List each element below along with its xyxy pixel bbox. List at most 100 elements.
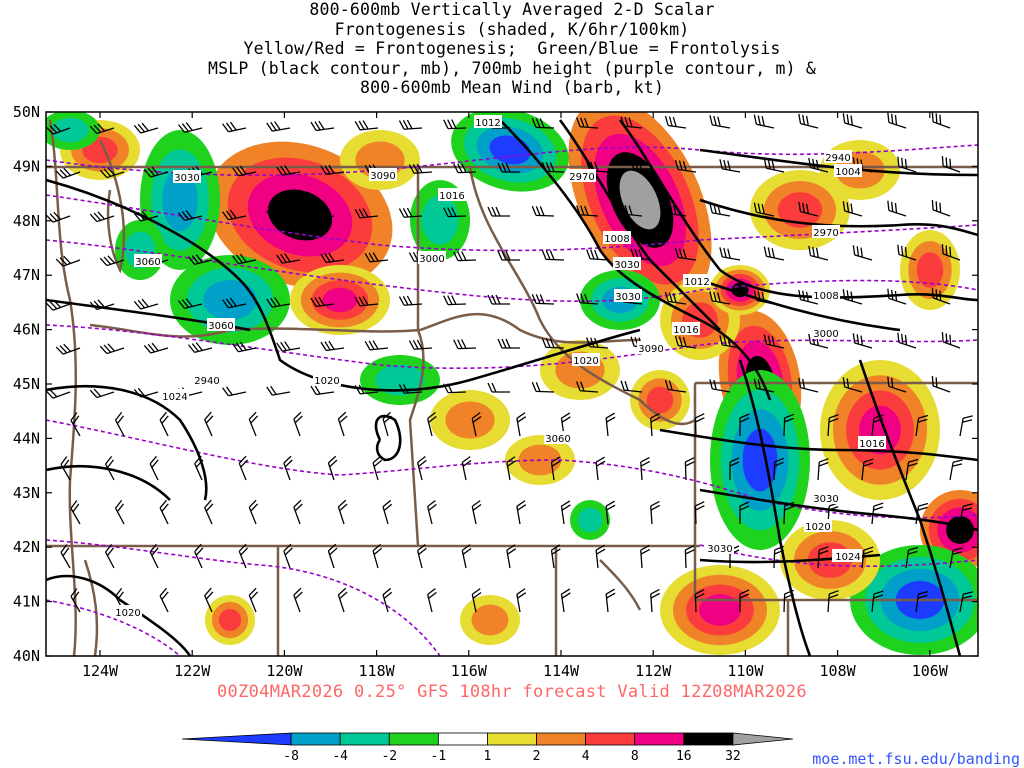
wind-barb xyxy=(945,245,948,256)
wind-barb xyxy=(354,297,361,307)
wind-barb xyxy=(846,290,850,301)
wind-barb xyxy=(310,208,335,220)
wind-barb xyxy=(104,463,115,481)
mslp-label: 1024 xyxy=(835,552,860,563)
wind-barb xyxy=(535,118,541,128)
wind-barb xyxy=(640,548,651,555)
wind-barb xyxy=(55,255,81,267)
wind-barb xyxy=(339,415,348,424)
wind-barb xyxy=(114,411,125,437)
wind-barb xyxy=(576,381,581,391)
wind-barb xyxy=(238,455,247,464)
wind-barb xyxy=(403,127,423,130)
wind-barb xyxy=(584,205,589,216)
wind-barb xyxy=(561,588,571,595)
wind-barb xyxy=(195,459,204,468)
lat-label: 42N xyxy=(13,538,40,556)
mslp-label: 1004 xyxy=(834,164,862,178)
wind-barb xyxy=(222,299,229,309)
wind-barb xyxy=(248,587,257,596)
wind-barb xyxy=(579,390,599,393)
wind-barb xyxy=(887,288,907,305)
wind-barb xyxy=(887,376,907,393)
wind-barb xyxy=(93,212,102,221)
mslp-label: 1020 xyxy=(115,608,140,619)
wind-barb xyxy=(402,207,409,218)
wind-barb xyxy=(320,340,345,352)
wind-barb xyxy=(383,415,393,424)
wind-barb xyxy=(284,165,291,175)
height-label: 3060 xyxy=(135,257,160,268)
wind-barb xyxy=(576,205,581,215)
wind-barb xyxy=(560,506,565,525)
wind-barb xyxy=(630,160,635,171)
wind-barb xyxy=(576,293,599,305)
wind-barb xyxy=(53,123,62,132)
wind-barb xyxy=(238,171,257,177)
wind-barb xyxy=(413,171,433,174)
wind-barb xyxy=(783,589,795,613)
wind-barb xyxy=(842,201,846,212)
wind-barb xyxy=(531,117,555,129)
wind-barb xyxy=(516,500,527,525)
wind-barb xyxy=(453,163,459,173)
wind-barb xyxy=(204,411,212,420)
height-label: 3090 xyxy=(637,341,665,355)
wind-barb xyxy=(471,594,477,613)
wind-barb xyxy=(827,593,830,613)
wind-barb xyxy=(89,125,98,134)
wind-barb xyxy=(187,344,196,353)
wind-barb xyxy=(891,113,894,124)
wind-barb xyxy=(579,214,599,217)
wind-barb xyxy=(808,157,829,173)
mslp-label xyxy=(474,115,502,128)
shade-cell xyxy=(207,141,393,289)
wind-barb xyxy=(327,543,338,569)
wind-barb xyxy=(757,379,761,390)
wind-barb xyxy=(354,209,361,219)
wind-barb xyxy=(471,500,481,507)
mslp-label xyxy=(438,188,466,201)
wind-barb xyxy=(106,171,125,179)
wind-barb xyxy=(904,159,908,169)
wind-barb xyxy=(318,296,325,306)
wind-barb xyxy=(457,171,477,174)
wind-barb xyxy=(580,205,585,216)
wind-barb xyxy=(798,201,802,212)
wind-barb xyxy=(177,124,186,133)
wind-barb xyxy=(339,591,348,600)
wind-barb xyxy=(727,160,731,171)
wind-barb xyxy=(931,199,951,217)
wind-barb xyxy=(668,380,673,391)
wind-barb xyxy=(372,252,379,262)
wind-barb xyxy=(328,543,337,552)
wind-barb xyxy=(462,459,472,467)
wind-barb xyxy=(505,162,511,173)
wind-barb xyxy=(506,544,516,551)
wind-barb xyxy=(364,253,371,263)
wind-barb xyxy=(149,543,157,553)
wind-barb xyxy=(887,112,907,129)
wind-barb xyxy=(664,379,687,393)
wind-barb xyxy=(905,458,919,481)
wind-barb xyxy=(320,164,345,176)
wind-barb xyxy=(516,588,527,613)
wind-barb xyxy=(462,547,472,555)
wind-barb xyxy=(766,343,785,349)
wind-barb xyxy=(133,300,142,310)
wind-barb xyxy=(959,418,964,437)
wind-barb xyxy=(952,459,963,463)
wind-barb xyxy=(723,247,727,258)
wind-barb xyxy=(719,335,723,346)
wind-barb xyxy=(739,501,750,524)
wind-barb xyxy=(471,418,477,437)
wind-barb xyxy=(932,297,951,305)
wind-barb xyxy=(382,499,392,508)
wind-barb xyxy=(595,456,605,463)
wind-barb xyxy=(115,411,123,421)
wind-barb xyxy=(871,594,875,613)
wind-barb xyxy=(232,343,239,353)
height-label: 2940 xyxy=(194,376,219,387)
wind-barb xyxy=(844,122,863,129)
credit-link[interactable]: moe.met.fsu.edu/banding xyxy=(812,750,1020,768)
